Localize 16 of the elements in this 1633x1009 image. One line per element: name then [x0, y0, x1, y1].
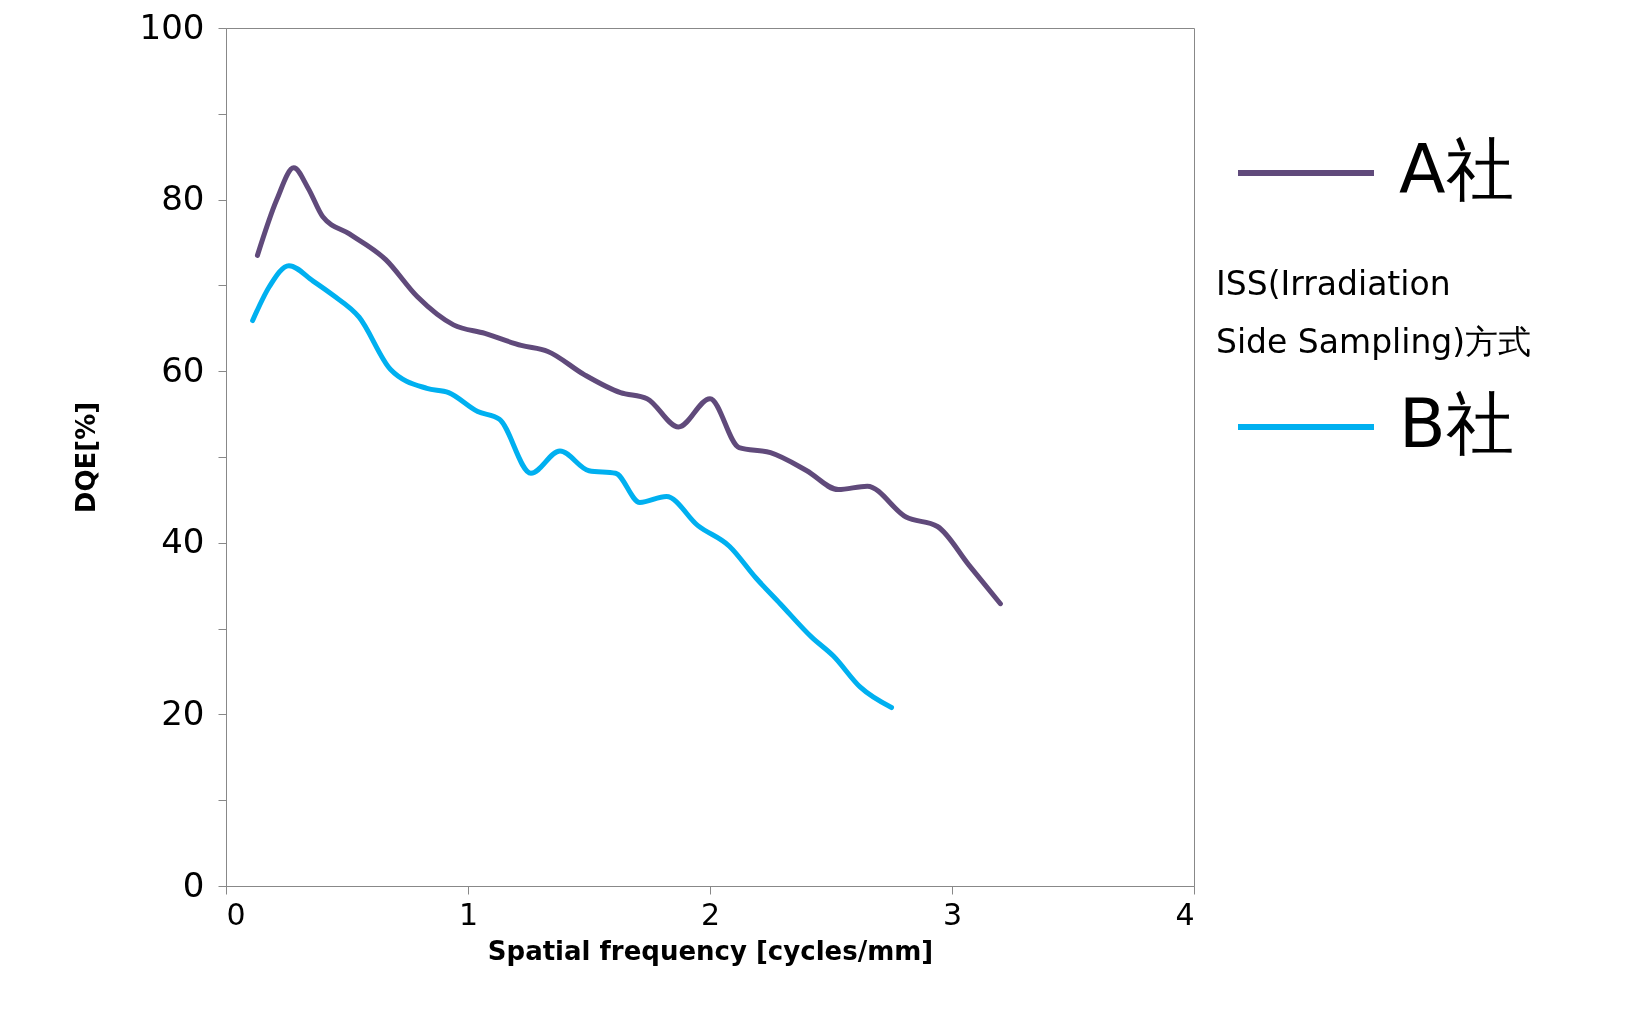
y-tick-label: 40: [161, 521, 205, 562]
x-axis-title: Spatial frequency [cycles/mm]: [487, 935, 934, 966]
x-tick-label: 4: [1175, 896, 1195, 932]
y-tick-label: 60: [161, 349, 205, 390]
x-tick-label: 0: [226, 896, 246, 932]
legend-label: B社: [1399, 384, 1514, 463]
y-tick-label: 100: [139, 6, 205, 47]
y-tick-label: 20: [161, 692, 205, 733]
x-tick-label: 3: [942, 896, 963, 932]
x-tick-label: 2: [700, 896, 721, 932]
legend-label: A社: [1399, 130, 1514, 209]
y-axis-title: DQE[%]: [70, 401, 101, 514]
x-tick-label: 1: [458, 896, 479, 932]
y-tick-label: 0: [182, 864, 205, 905]
y-tick-label: 80: [161, 178, 205, 219]
text: ISS(Irradiation Side Sampling)方式: [1216, 264, 1532, 361]
